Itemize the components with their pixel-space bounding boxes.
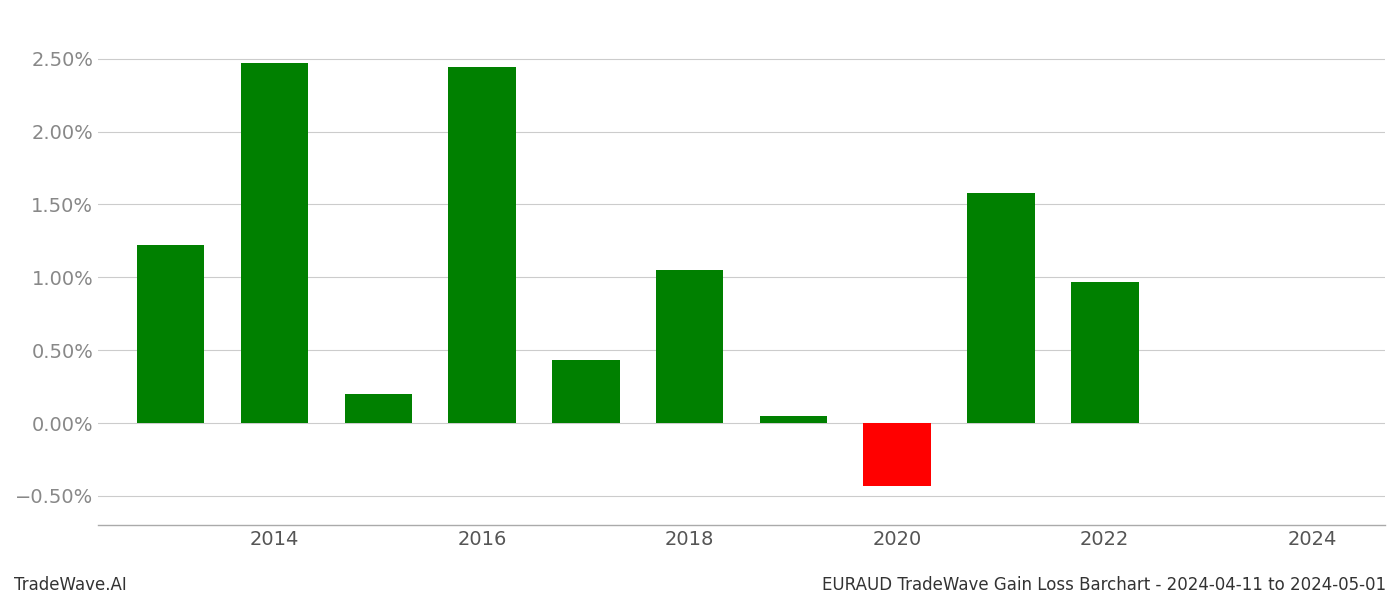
Bar [448, 67, 515, 423]
Bar [967, 193, 1035, 423]
Bar [552, 361, 620, 423]
Bar [1071, 282, 1138, 423]
Bar [760, 416, 827, 423]
Bar [657, 270, 724, 423]
Bar [137, 245, 204, 423]
Bar [344, 394, 412, 423]
Text: EURAUD TradeWave Gain Loss Barchart - 2024-04-11 to 2024-05-01: EURAUD TradeWave Gain Loss Barchart - 20… [822, 576, 1386, 594]
Bar [864, 423, 931, 486]
Text: TradeWave.AI: TradeWave.AI [14, 576, 127, 594]
Bar [241, 63, 308, 423]
